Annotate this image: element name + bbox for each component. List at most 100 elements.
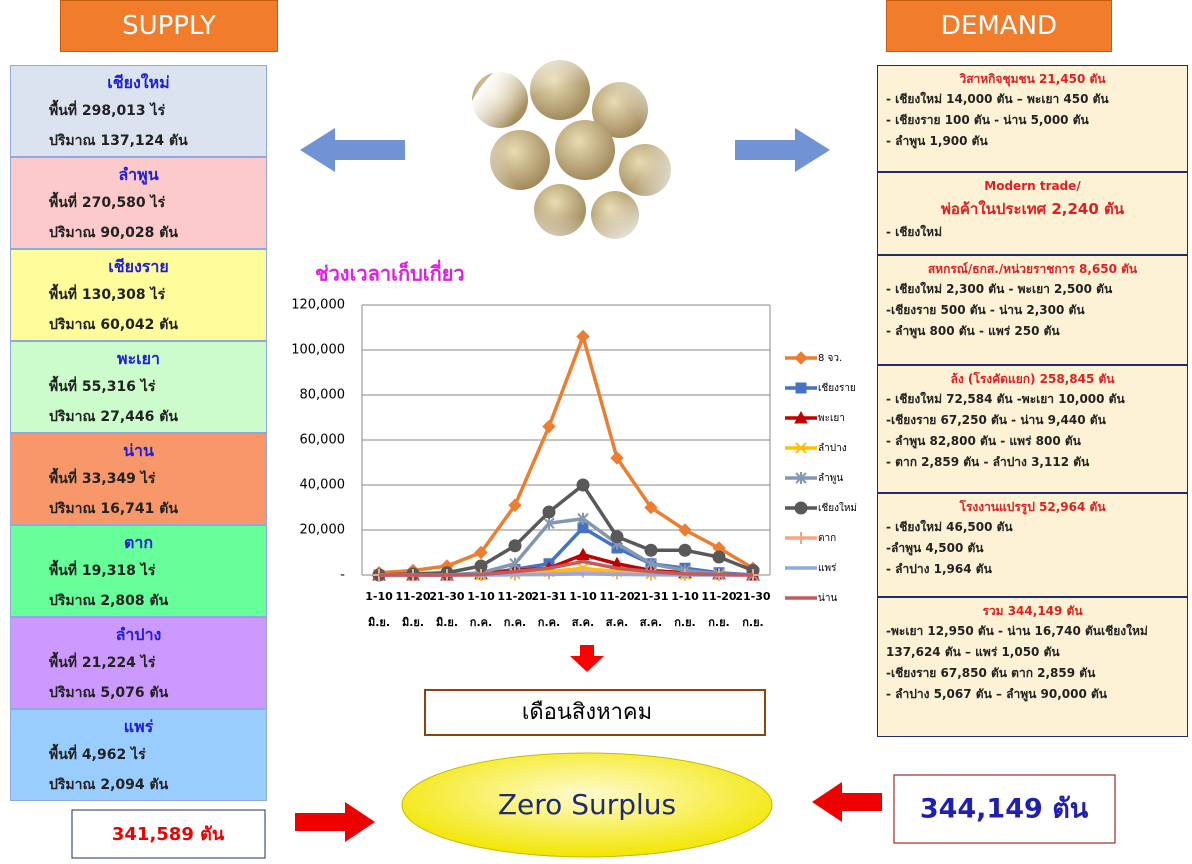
legend-marker <box>796 383 806 393</box>
demand-line: - เชียงใหม่ 14,000 ตัน – พะเยา 450 ตัน <box>886 89 1187 110</box>
province-box: ตากพื้นที่ 19,318 ไร่ปริมาณ 2,808 ตัน <box>10 525 267 617</box>
longan-photo <box>460 40 690 260</box>
province-quantity: ปริมาณ 90,028 ตัน <box>49 218 266 248</box>
legend-label: เชียงใหม่ <box>818 502 857 514</box>
x-tick-label: 21-31 <box>531 590 566 603</box>
demand-line: -พะเยา 12,950 ตัน - น่าน 16,740 ตันเชียง… <box>886 621 1187 642</box>
x-tick-label: 21-30 <box>735 590 771 603</box>
province-area: พื้นที่ 33,349 ไร่ <box>49 464 266 494</box>
x-tick-label: 1-10 <box>569 590 597 603</box>
demand-heading: ล้ง (โรงคัดแยก) 258,845 ตัน <box>878 369 1187 389</box>
demand-line: - เชียงใหม่ 72,584 ตัน -พะเยา 10,000 ตัน <box>886 389 1187 410</box>
province-name: แพร่ <box>11 714 266 740</box>
province-quantity: ปริมาณ 16,741 ตัน <box>49 494 266 524</box>
x-tick-label: ส.ค. <box>640 616 662 629</box>
demand-heading: วิสาหกิจชุมชน 21,450 ตัน <box>878 69 1187 89</box>
demand-line: -ลำพูน 4,500 ตัน <box>886 538 1187 559</box>
province-quantity: ปริมาณ 60,042 ตัน <box>49 310 266 340</box>
demand-box: วิสาหกิจชุมชน 21,450 ตัน- เชียงใหม่ 14,0… <box>877 65 1188 172</box>
province-area: พื้นที่ 298,013 ไร่ <box>49 96 266 126</box>
x-tick-label: มิ.ย. <box>368 616 390 629</box>
x-tick-label: ก.ค. <box>470 616 492 629</box>
page: เดือนสิงหาคม Zero Surplus 341,589 ตัน 34… <box>0 0 1192 864</box>
point <box>543 506 555 518</box>
legend-label: 8 จว. <box>818 353 842 364</box>
legend-marker <box>795 532 807 544</box>
province-area: พื้นที่ 270,580 ไร่ <box>49 188 266 218</box>
province-name: เชียงใหม่ <box>11 70 266 96</box>
x-tick-label: 21-30 <box>429 590 465 603</box>
demand-heading: โรงงานแปรรูป 52,964 ตัน <box>878 497 1187 517</box>
demand-box: สหกรณ์/ธกส./หน่วยราชการ 8,650 ตัน- เชียง… <box>877 255 1188 365</box>
arrow-right <box>735 128 830 172</box>
x-tick-label: ส.ค. <box>606 616 628 629</box>
demand-line: - เชียงใหม่ <box>886 222 1187 243</box>
demand-box: ล้ง (โรงคัดแยก) 258,845 ตัน- เชียงใหม่ 7… <box>877 365 1188 493</box>
y-tick-label: 100,000 <box>291 343 345 358</box>
x-tick-label: 21-31 <box>633 590 668 603</box>
demand-heading: รวม 344,149 ตัน <box>878 601 1187 621</box>
province-area: พื้นที่ 130,308 ไร่ <box>49 280 266 310</box>
province-box: เชียงรายพื้นที่ 130,308 ไร่ปริมาณ 60,042… <box>10 249 267 341</box>
x-tick-label: ก.ค. <box>504 616 526 629</box>
y-tick-label: 120,000 <box>291 298 345 313</box>
demand-line: - ตาก 2,859 ตัน - ลำปาง 3,112 ตัน <box>886 452 1187 473</box>
demand-title: DEMAND <box>886 0 1112 52</box>
legend-label: เชียงราย <box>818 382 856 394</box>
x-tick-label: ก.ค. <box>538 616 560 629</box>
demand-line: -เชียงราย 67,850 ตัน ตาก 2,859 ตัน <box>886 663 1187 684</box>
demand-total: 344,149 ตัน <box>920 794 1089 825</box>
point <box>679 544 691 556</box>
province-box: น่านพื้นที่ 33,349 ไร่ปริมาณ 16,741 ตัน <box>10 433 267 525</box>
x-tick-label: 1-10 <box>365 590 393 603</box>
province-area: พื้นที่ 4,962 ไร่ <box>49 740 266 770</box>
legend-label: พะเยา <box>818 413 845 424</box>
demand-line: - ลำพูน 82,800 ตัน - แพร่ 800 ตัน <box>886 431 1187 452</box>
province-area: พื้นที่ 55,316 ไร่ <box>49 372 266 402</box>
y-tick-label: 80,000 <box>300 388 346 403</box>
supply-total: 341,589 ตัน <box>112 824 225 845</box>
series-line <box>379 337 753 573</box>
x-tick-label: ก.ย. <box>708 616 729 629</box>
demand-line: - เชียงใหม่ 46,500 ตัน <box>886 517 1187 538</box>
demand-line: -เชียงราย 500 ตัน - น่าน 2,300 ตัน <box>886 300 1187 321</box>
province-quantity: ปริมาณ 27,446 ตัน <box>49 402 266 432</box>
province-name: เชียงราย <box>11 254 266 280</box>
province-quantity: ปริมาณ 137,124 ตัน <box>49 126 266 156</box>
arrow-left-red <box>812 782 882 822</box>
demand-heading: Modern trade/ <box>878 176 1187 196</box>
x-tick-label: 1-10 <box>671 590 699 603</box>
arrow-right-red <box>295 802 375 842</box>
legend-marker <box>795 352 807 364</box>
legend-label: ลำปาง <box>818 443 847 454</box>
legend-label: น่าน <box>818 593 837 604</box>
province-quantity: ปริมาณ 5,076 ตัน <box>49 678 266 708</box>
province-box: พะเยาพื้นที่ 55,316 ไร่ปริมาณ 27,446 ตัน <box>10 341 267 433</box>
province-quantity: ปริมาณ 2,094 ตัน <box>49 770 266 800</box>
x-tick-label: ส.ค. <box>572 616 594 629</box>
x-tick-label: ก.ย. <box>742 616 763 629</box>
x-tick-label: มิ.ย. <box>402 616 424 629</box>
x-tick-label: 1-10 <box>467 590 495 603</box>
x-tick-label: มิ.ย. <box>436 616 458 629</box>
province-box: แพร่พื้นที่ 4,962 ไร่ปริมาณ 2,094 ตัน <box>10 709 267 801</box>
legend-label: ตาก <box>818 533 836 544</box>
x-tick-label: 11-20 <box>599 590 635 603</box>
province-name: พะเยา <box>11 346 266 372</box>
y-tick-label: - <box>340 568 345 583</box>
x-tick-label: ก.ย. <box>674 616 695 629</box>
chart: -20,00040,00060,00080,000100,000120,0001… <box>291 298 857 630</box>
demand-heading: พ่อค้าในประเทศ 2,240 ตัน <box>878 196 1187 222</box>
point <box>713 551 725 563</box>
province-name: ลำปาง <box>11 622 266 648</box>
x-tick-label: 11-20 <box>497 590 533 603</box>
demand-line: - ลำปาง 1,964 ตัน <box>886 559 1187 580</box>
province-name: น่าน <box>11 438 266 464</box>
demand-line: - เชียงใหม่ 2,300 ตัน - พะเยา 2,500 ตัน <box>886 279 1187 300</box>
legend-label: แพร่ <box>818 563 837 574</box>
point <box>543 421 555 433</box>
province-box: เชียงใหม่พื้นที่ 298,013 ไร่ปริมาณ 137,1… <box>10 65 267 157</box>
demand-line: - เชียงราย 100 ตัน - น่าน 5,000 ตัน <box>886 110 1187 131</box>
y-tick-label: 40,000 <box>300 478 346 493</box>
province-quantity: ปริมาณ 2,808 ตัน <box>49 586 266 616</box>
